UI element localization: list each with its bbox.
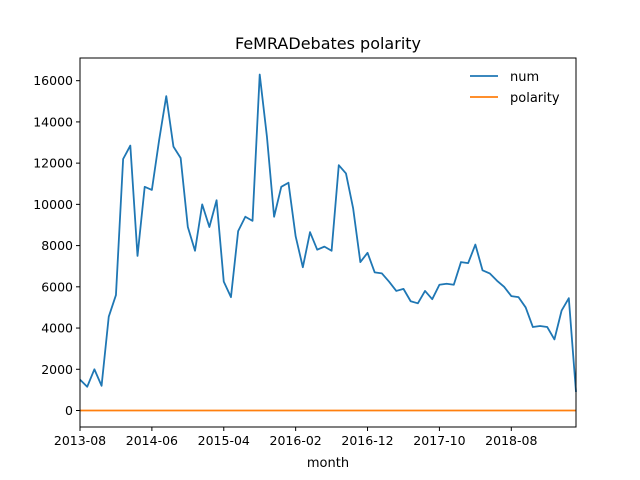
x-tick-label: 2016-12 bbox=[341, 433, 393, 448]
series-line-num bbox=[79, 73, 577, 393]
legend: num polarity bbox=[460, 62, 572, 112]
y-tick-label: 2000 bbox=[41, 362, 73, 377]
x-axis-label: month bbox=[307, 456, 349, 471]
y-tick-label: 4000 bbox=[41, 321, 73, 336]
x-tick-label: 2016-02 bbox=[270, 433, 322, 448]
chart-title: FeMRADebates polarity bbox=[235, 34, 421, 53]
y-tick-label: 8000 bbox=[41, 238, 73, 253]
y-tick-label: 6000 bbox=[41, 279, 73, 294]
y-tick-label: 16000 bbox=[33, 73, 73, 88]
x-tick-label: 2018-08 bbox=[485, 433, 537, 448]
axes-layer: 0 2000 4000 6000 8000 10000 12000 14000 16000 201… bbox=[33, 57, 577, 448]
legend-box bbox=[460, 62, 572, 112]
x-tick-label: 2014-06 bbox=[126, 433, 178, 448]
y-tick-label: 14000 bbox=[33, 114, 73, 129]
x-tick-label: 2015-04 bbox=[198, 433, 250, 448]
x-tick-label: 2013-08 bbox=[54, 433, 106, 448]
y-tick-label: 10000 bbox=[33, 197, 73, 212]
legend-label-num: num bbox=[510, 70, 539, 85]
x-tick-label: 2017-10 bbox=[413, 433, 465, 448]
legend-label-polarity: polarity bbox=[510, 91, 560, 106]
y-tick-label: 0 bbox=[65, 403, 73, 418]
y-tick-label: 12000 bbox=[33, 156, 73, 171]
plot-frame bbox=[79, 57, 577, 428]
series-layer bbox=[79, 73, 577, 412]
